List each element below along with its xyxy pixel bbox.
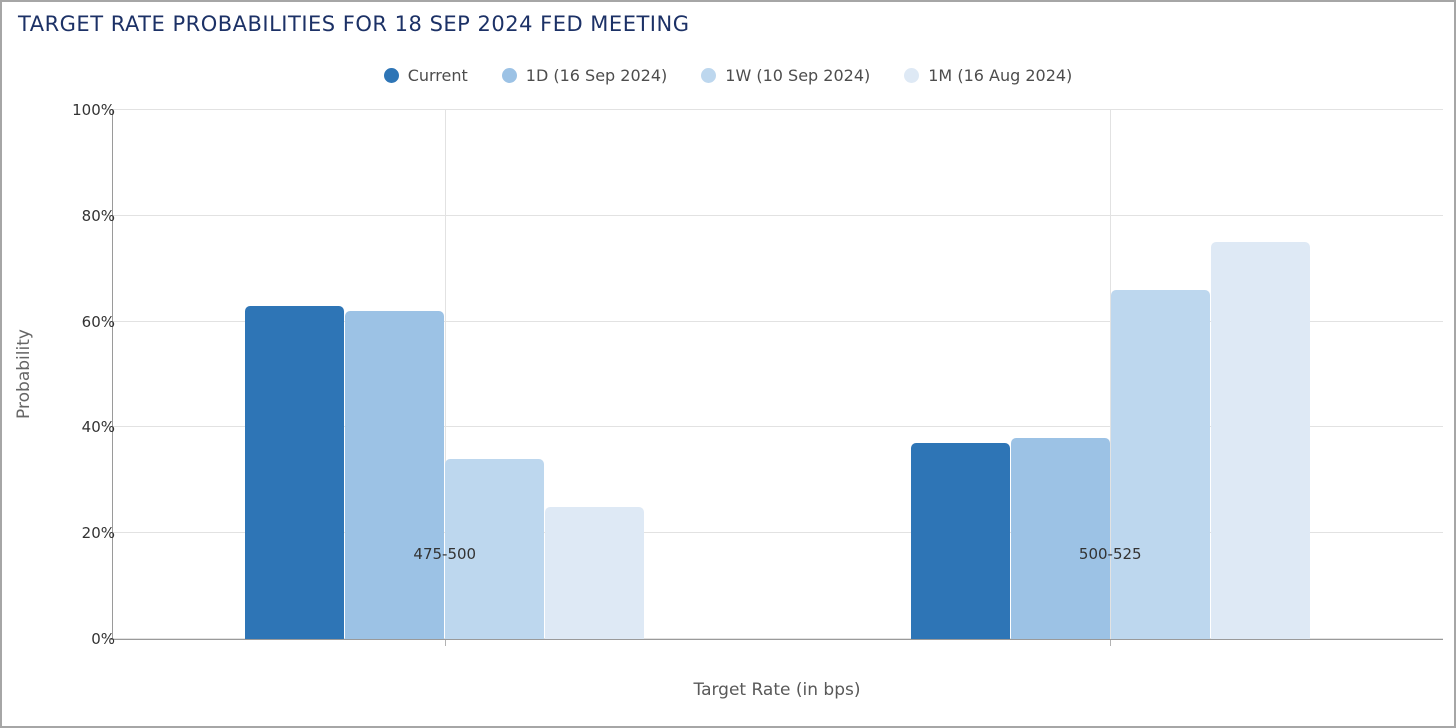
gridline-h-100pct bbox=[104, 109, 1443, 110]
y-axis-title: Probability bbox=[14, 329, 34, 419]
bar-475-500-1d bbox=[345, 311, 445, 639]
legend-label: 1M (16 Aug 2024) bbox=[928, 66, 1073, 85]
bar-475-500-1w bbox=[445, 459, 545, 639]
x-axis-tick bbox=[444, 640, 446, 646]
gridline-h-0pct bbox=[104, 638, 1443, 639]
plot-area bbox=[104, 109, 1443, 646]
x-category-label: 475-500 bbox=[413, 545, 477, 563]
y-tick-label: 40% bbox=[81, 418, 115, 437]
legend-item-1w[interactable]: 1W (10 Sep 2024) bbox=[701, 66, 870, 85]
bar-475-500-current bbox=[245, 305, 345, 639]
legend-item-1d[interactable]: 1D (16 Sep 2024) bbox=[501, 66, 668, 85]
gridline-v-category bbox=[444, 110, 446, 639]
y-axis-line bbox=[112, 110, 113, 639]
gridline-h-40pct bbox=[104, 426, 1443, 428]
y-tick-label: 80% bbox=[81, 206, 115, 225]
y-tick-label: 60% bbox=[81, 312, 115, 331]
bar-500-525-1w bbox=[1110, 289, 1210, 639]
legend-label: Current bbox=[407, 66, 468, 85]
gridline-h-20pct bbox=[104, 532, 1443, 534]
gridline-h-60pct bbox=[104, 320, 1443, 322]
gridline-h-80pct bbox=[104, 214, 1443, 216]
chart-title: TARGET RATE PROBABILITIES FOR 18 SEP 202… bbox=[18, 12, 690, 36]
x-axis-line bbox=[111, 638, 1443, 640]
legend-marker-icon bbox=[383, 68, 399, 83]
legend-marker-icon bbox=[701, 68, 717, 83]
x-axis-tick bbox=[1110, 640, 1112, 646]
legend-label: 1D (16 Sep 2024) bbox=[525, 66, 668, 85]
x-axis-title: Target Rate (in bps) bbox=[693, 680, 861, 700]
legend-marker-icon bbox=[501, 68, 517, 83]
bar-500-525-1m bbox=[1210, 242, 1310, 639]
legend-item-1m[interactable]: 1M (16 Aug 2024) bbox=[904, 66, 1072, 85]
legend: Current 1D (16 Sep 2024) 1W (10 Sep 2024) 1… bbox=[2, 66, 1454, 85]
bar-500-525-1d bbox=[1010, 437, 1110, 639]
y-tick-label: 100% bbox=[72, 101, 115, 119]
bar-500-525-current bbox=[910, 443, 1010, 639]
legend-item-current[interactable]: Current bbox=[383, 66, 468, 85]
legend-label: 1W (10 Sep 2024) bbox=[725, 66, 871, 85]
bar-475-500-1m bbox=[545, 506, 645, 639]
legend-marker-icon bbox=[904, 68, 920, 83]
y-tick-label: 0% bbox=[91, 630, 115, 648]
x-category-label: 500-525 bbox=[1078, 545, 1142, 563]
y-tick-label: 20% bbox=[81, 524, 115, 543]
